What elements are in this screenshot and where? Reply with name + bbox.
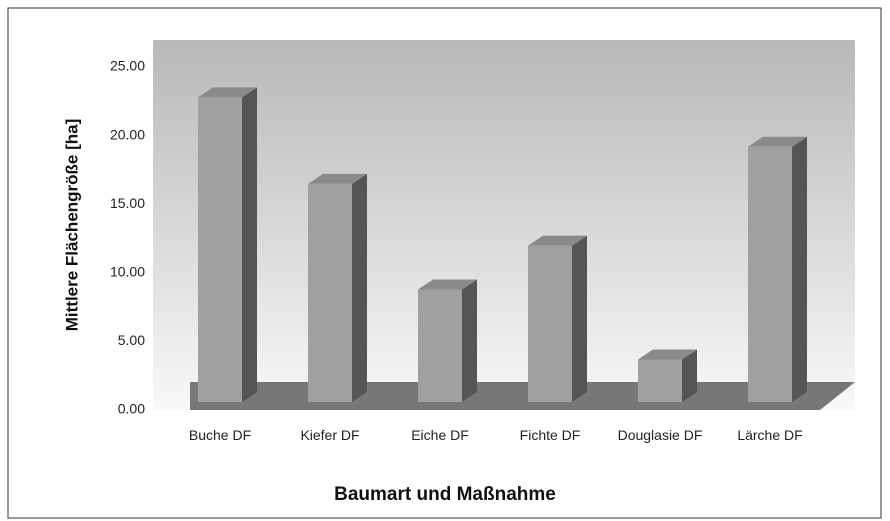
bar — [308, 173, 367, 402]
bar-side — [462, 279, 477, 402]
bar-side — [352, 173, 367, 402]
bar-front — [528, 245, 572, 402]
x-tick-label: Fichte DF — [519, 427, 581, 443]
y-tick-label: 15.00 — [110, 195, 145, 211]
bar-top — [748, 136, 807, 147]
y-tick-label: 0.00 — [118, 401, 145, 417]
bar — [528, 235, 587, 402]
x-tick-label: Lärche DF — [737, 427, 803, 443]
bar — [198, 87, 257, 402]
bar — [638, 349, 697, 402]
y-tick-label: 25.00 — [110, 58, 145, 74]
bar — [418, 279, 477, 402]
bar-front — [748, 146, 792, 402]
bar-side — [682, 349, 697, 402]
bar-top — [198, 87, 257, 98]
bar-front — [198, 97, 242, 402]
bar-front — [308, 183, 352, 402]
bar — [748, 136, 807, 403]
bar-side — [572, 235, 587, 402]
bar-side — [792, 136, 807, 403]
y-tick-label: 10.00 — [110, 264, 145, 280]
bar-top — [418, 279, 477, 290]
x-tick-label: Douglasie DF — [617, 427, 703, 443]
bar-front — [418, 289, 462, 402]
bar-top — [528, 235, 587, 246]
x-axis-title: Baumart und Maßnahme — [334, 484, 556, 505]
x-tick-label: Kiefer DF — [300, 427, 360, 443]
bar-top — [308, 173, 367, 184]
bar-side — [242, 87, 257, 402]
bar-top — [638, 349, 697, 360]
x-tick-label: Buche DF — [188, 427, 252, 443]
bar-front — [638, 359, 682, 402]
y-tick-label: 5.00 — [118, 332, 145, 348]
y-axis-title: Mittlere Flächengröße [ha] — [62, 119, 81, 332]
plot-background — [153, 40, 855, 410]
y-tick-label: 20.00 — [110, 126, 145, 142]
x-tick-label: Eiche DF — [411, 427, 469, 443]
